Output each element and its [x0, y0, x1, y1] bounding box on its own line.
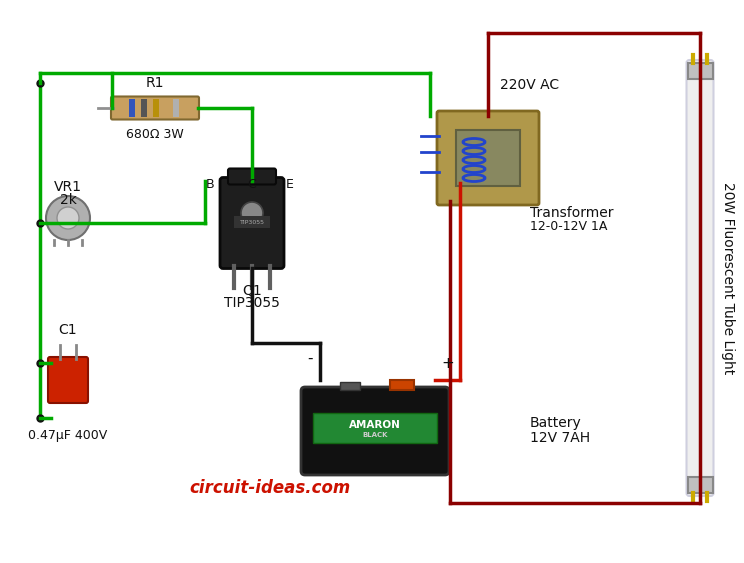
Text: TIP3055: TIP3055: [240, 220, 265, 225]
Text: circuit-ideas.com: circuit-ideas.com: [190, 479, 350, 497]
Text: 0.47μF 400V: 0.47μF 400V: [28, 428, 108, 441]
FancyBboxPatch shape: [687, 60, 713, 496]
Bar: [141, 99, 147, 117]
FancyBboxPatch shape: [437, 111, 539, 205]
Text: 680Ω 3W: 680Ω 3W: [126, 128, 184, 141]
Bar: [234, 216, 270, 228]
Circle shape: [46, 196, 90, 240]
Bar: [687, 63, 713, 79]
Bar: [173, 99, 179, 117]
Text: Battery: Battery: [530, 416, 582, 430]
Bar: [153, 99, 159, 117]
Text: 220V AC: 220V AC: [501, 78, 559, 92]
Bar: [456, 130, 520, 186]
FancyBboxPatch shape: [220, 177, 284, 269]
Text: B: B: [205, 178, 214, 191]
FancyBboxPatch shape: [111, 96, 199, 119]
Text: E: E: [286, 178, 294, 191]
Text: BLACK: BLACK: [362, 432, 388, 438]
Bar: [129, 99, 135, 117]
Text: +: +: [442, 355, 455, 370]
Text: -: -: [307, 351, 312, 365]
Bar: [390, 380, 414, 390]
Bar: [313, 413, 437, 443]
FancyBboxPatch shape: [48, 357, 88, 403]
Bar: [340, 382, 360, 390]
Circle shape: [241, 202, 263, 224]
Text: AMARON: AMARON: [349, 420, 401, 430]
Text: VR1: VR1: [54, 180, 82, 194]
Bar: [687, 477, 713, 493]
Text: C: C: [248, 178, 257, 191]
Text: Transformer: Transformer: [530, 206, 614, 220]
Text: C1: C1: [59, 323, 77, 337]
Text: R1: R1: [146, 76, 164, 90]
Text: 20W Fluorescent Tube Light: 20W Fluorescent Tube Light: [721, 182, 735, 374]
FancyBboxPatch shape: [228, 168, 276, 185]
Text: Q1: Q1: [242, 284, 262, 298]
Text: TIP3055: TIP3055: [224, 296, 280, 310]
FancyBboxPatch shape: [301, 387, 449, 475]
Text: 12V 7AH: 12V 7AH: [530, 431, 590, 445]
Circle shape: [57, 207, 79, 229]
Text: 2k: 2k: [60, 193, 77, 207]
Text: 12-0-12V 1A: 12-0-12V 1A: [530, 220, 607, 233]
